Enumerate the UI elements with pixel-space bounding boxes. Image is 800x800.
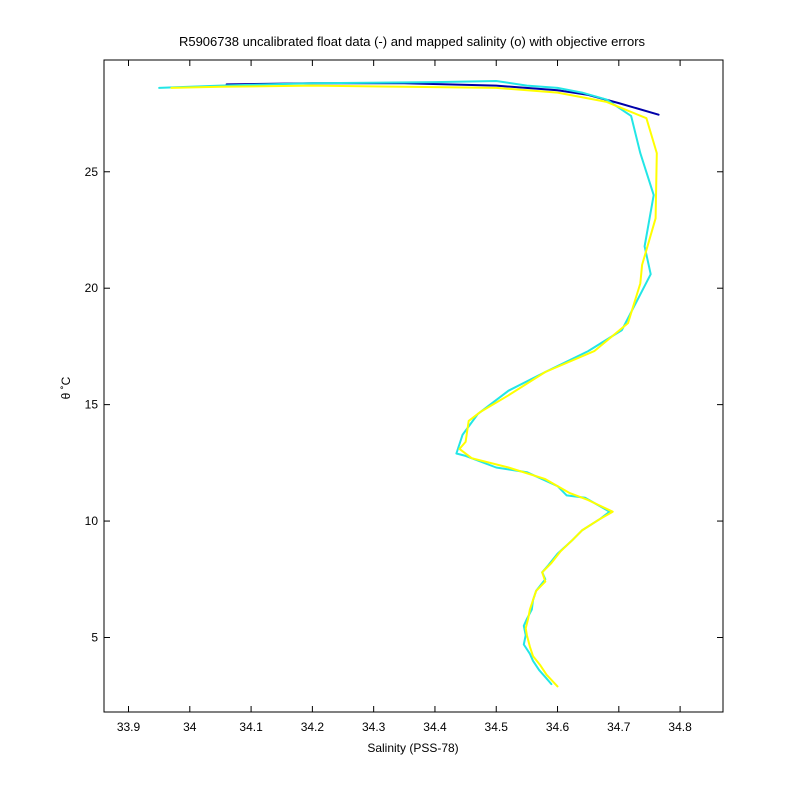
x-tick-label: 34.3 [362,720,386,734]
y-tick-label: 5 [91,630,98,644]
series-line-3 [170,84,658,688]
x-tick-label: 33.9 [117,720,141,734]
x-tick-label: 34.5 [485,720,509,734]
x-tick-label: 34.1 [239,720,263,734]
y-axis: 5 10 15 20 25 [85,165,723,644]
x-tick-label: 34.7 [607,720,631,734]
x-tick-label: 34.2 [301,720,325,734]
y-tick-label: 25 [85,165,99,179]
plot-frame [103,59,724,713]
series-line-2 [158,80,655,686]
x-axis: 33.9 34 34.1 34.2 34.3 34.4 34.5 34.6 34.7 34.8 [117,60,692,734]
y-tick-label: 20 [85,281,99,295]
y-tick-label: 10 [85,514,99,528]
x-tick-label: 34 [183,720,197,734]
x-tick-label: 34.4 [423,720,447,734]
y-axis-label: θ ˚C [59,376,73,399]
x-tick-label: 34.8 [668,720,692,734]
x-axis-label: Salinity (PSS-78) [367,741,458,755]
y-tick-label: 15 [85,398,99,412]
chart-title: R5906738 uncalibrated float data (-) and… [179,34,646,49]
x-tick-label: 34.6 [546,720,570,734]
series-layer [158,80,660,688]
